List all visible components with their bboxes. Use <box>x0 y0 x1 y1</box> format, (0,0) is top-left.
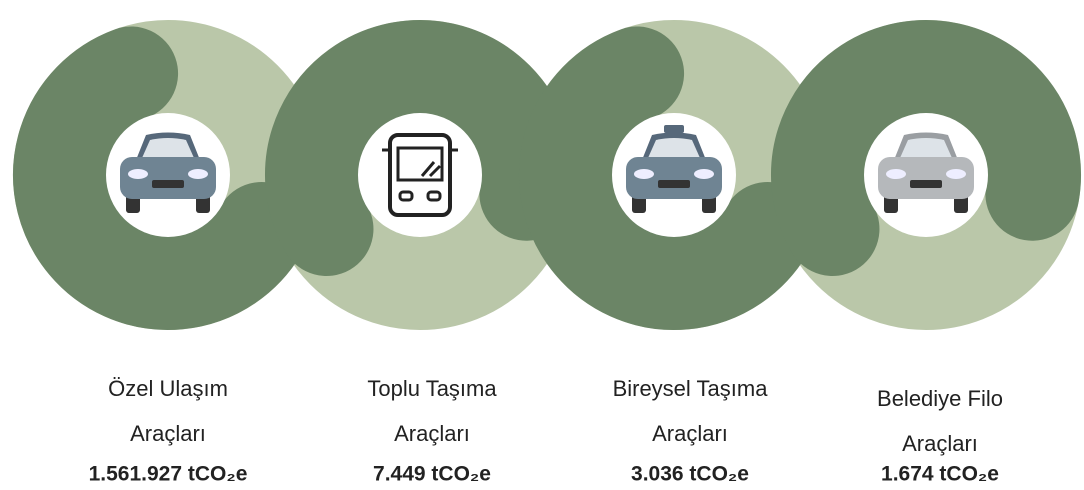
headlight <box>128 169 148 179</box>
bus-shine <box>428 164 442 178</box>
item-value: 1.674 tCO₂e <box>881 463 999 486</box>
headlight <box>634 169 654 179</box>
headlight <box>188 169 208 179</box>
labels: Özel Ulaşım Araçları 1.561.927 tCO₂e Toplu … <box>89 376 1003 486</box>
item-value: 7.449 tCO₂e <box>373 463 491 486</box>
wheel <box>702 195 716 213</box>
car-body <box>120 157 216 199</box>
bus-shine <box>420 161 436 177</box>
ring-dark <box>519 26 815 330</box>
headlight <box>694 169 714 179</box>
grille <box>910 180 942 188</box>
bus-icon <box>382 133 458 217</box>
icons <box>120 125 974 217</box>
car-window <box>900 138 952 158</box>
wheel <box>196 195 210 213</box>
car-window <box>648 138 700 158</box>
item-label: Özel Ulaşım <box>108 376 228 401</box>
wheel <box>954 195 968 213</box>
headlight <box>946 169 966 179</box>
grille <box>152 180 184 188</box>
item-label: Belediye Filo <box>877 386 1003 411</box>
item-value: 3.036 tCO₂e <box>631 463 749 486</box>
car-body <box>626 157 722 199</box>
item-label: Araçları <box>394 421 470 446</box>
item-label: Araçları <box>902 431 978 456</box>
car-window <box>142 138 194 158</box>
ring-dark <box>771 20 1081 276</box>
wheel <box>632 195 646 213</box>
item-value: 1.561.927 tCO₂e <box>89 463 248 486</box>
bus-window <box>396 146 444 182</box>
headlight <box>886 169 906 179</box>
bus-light <box>398 190 414 202</box>
car-icon <box>626 125 722 213</box>
taxi-sign <box>664 125 684 133</box>
item-label: Bireysel Taşıma <box>613 376 769 401</box>
item-label: Toplu Taşıma <box>367 376 497 401</box>
car-icon <box>878 132 974 213</box>
wheel <box>126 195 140 213</box>
bus-light <box>426 190 442 202</box>
ring-dark <box>13 26 309 330</box>
item-label: Araçları <box>652 421 728 446</box>
wheel <box>884 195 898 213</box>
item-label: Araçları <box>130 421 206 446</box>
car-body <box>878 157 974 199</box>
grille <box>658 180 690 188</box>
ring-dark <box>265 20 575 276</box>
car-icon <box>120 132 216 213</box>
